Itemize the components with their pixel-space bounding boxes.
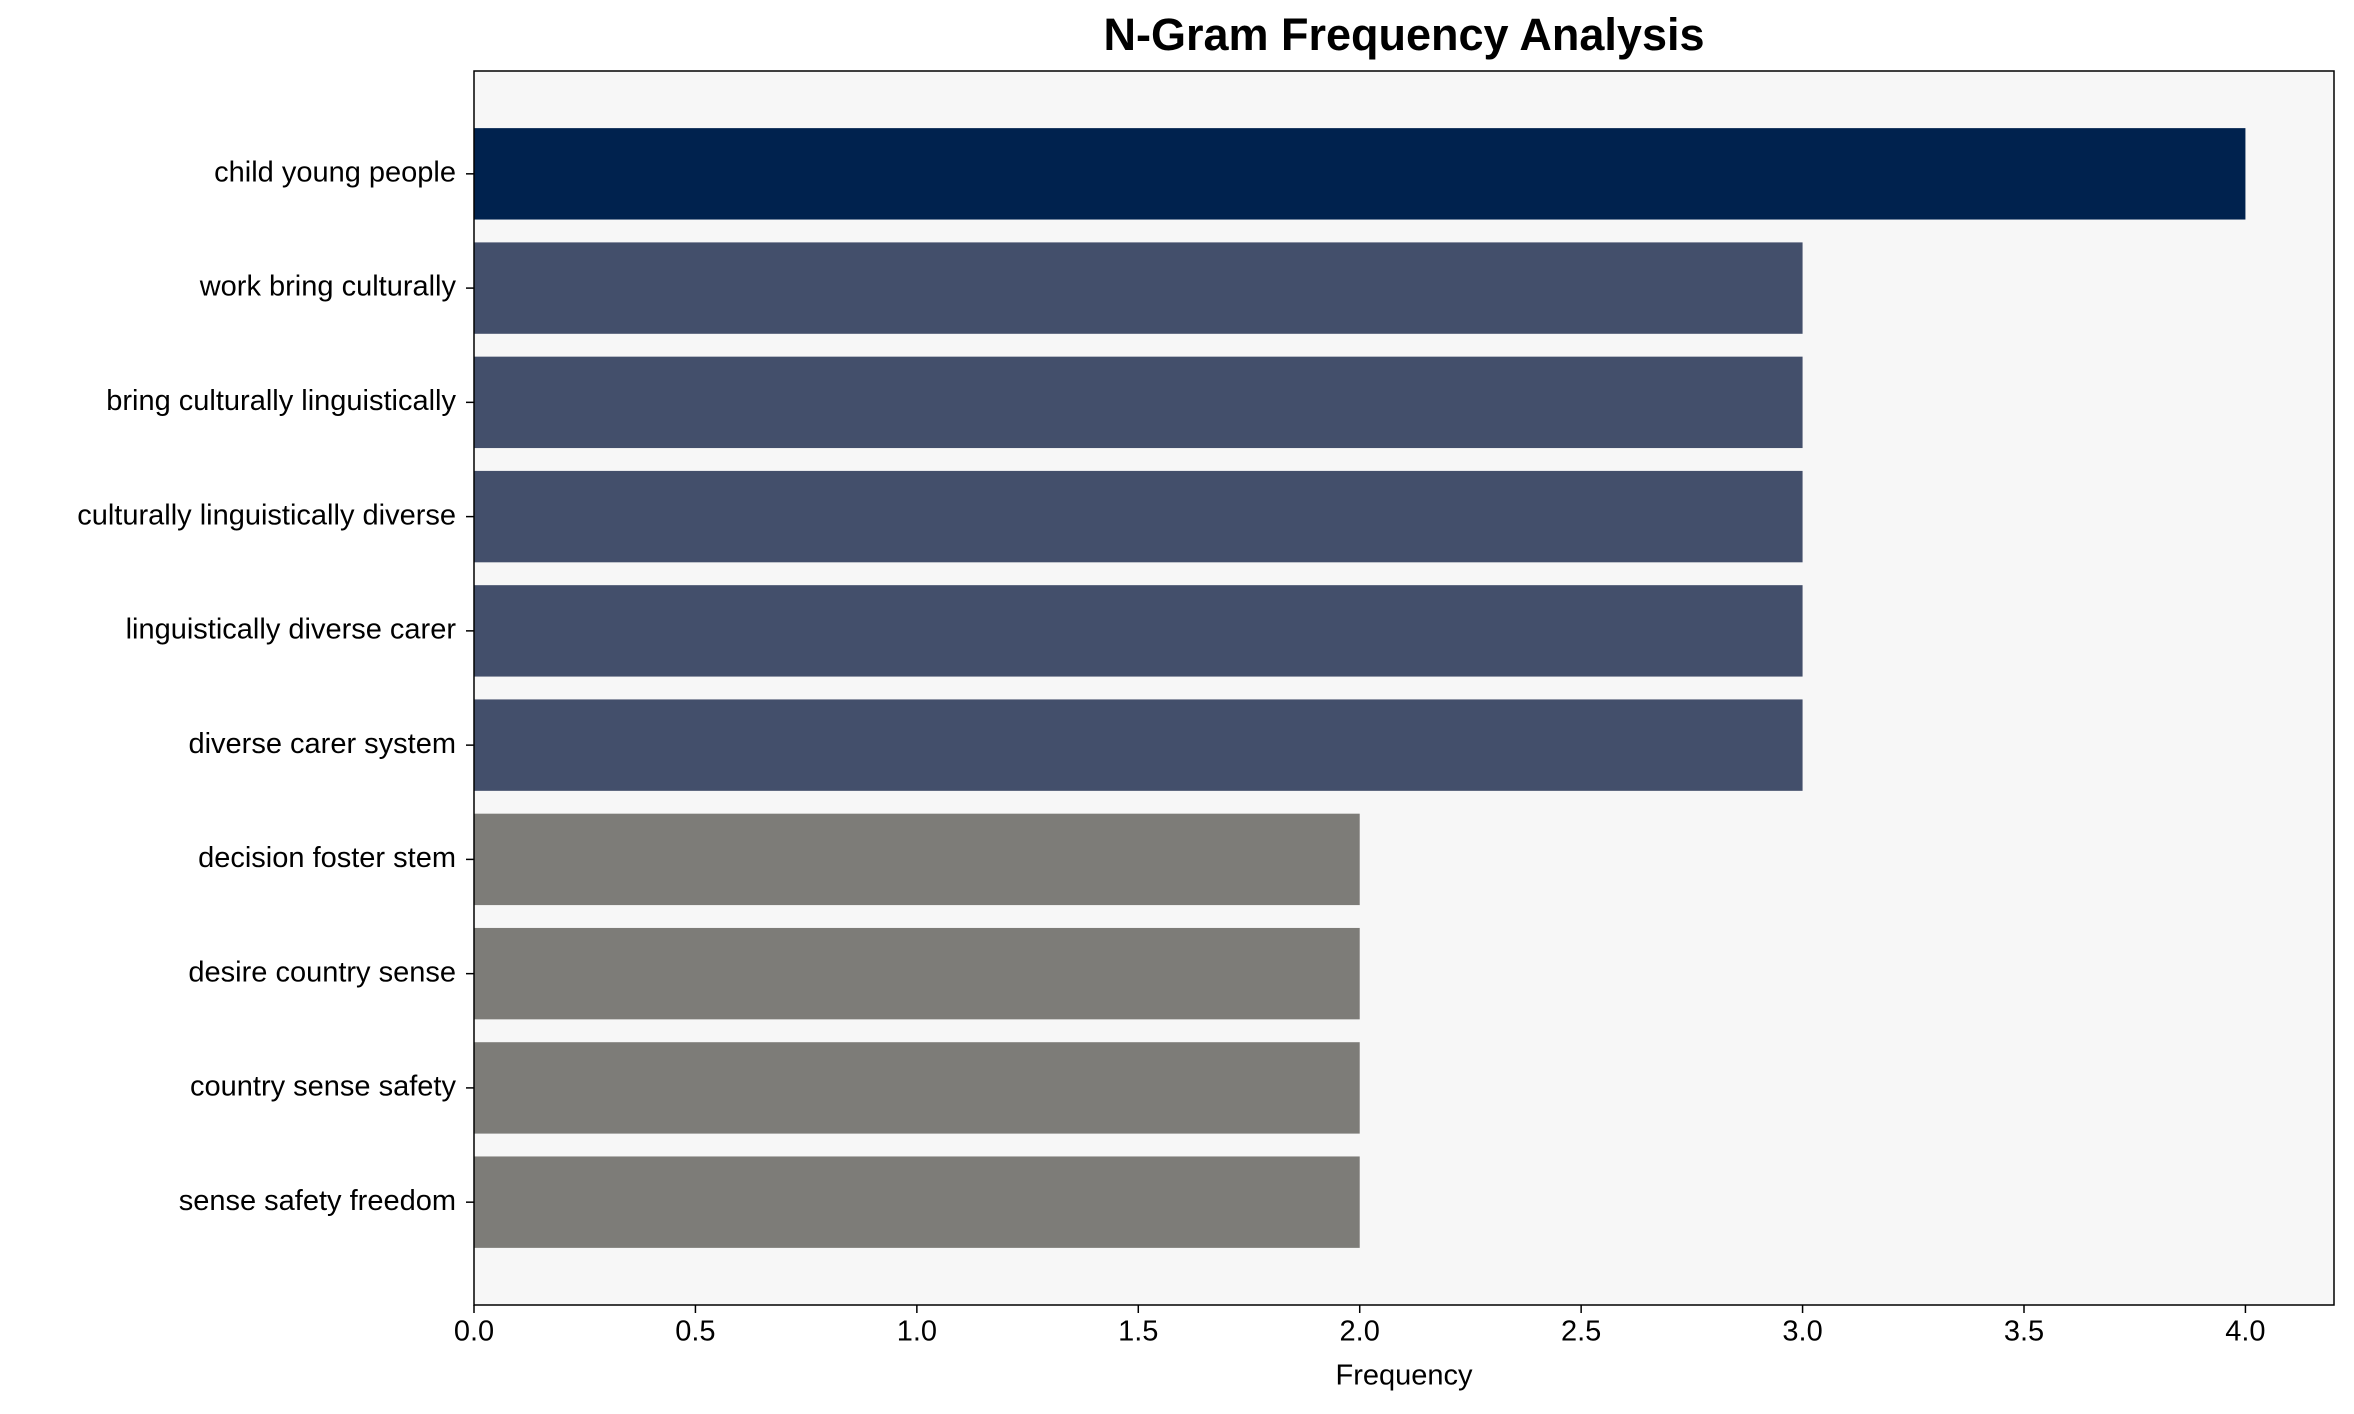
x-tick-label: 2.5 (1561, 1316, 1601, 1348)
x-tick-label: 0.5 (675, 1316, 715, 1348)
x-axis-label: Frequency (1335, 1360, 1473, 1392)
x-tick-label: 1.0 (897, 1316, 937, 1348)
y-tick-label: linguistically diverse carer (126, 614, 457, 646)
x-tick-label: 0.0 (454, 1316, 494, 1348)
y-tick-label: sense safety freedom (179, 1185, 456, 1217)
bar (474, 813, 1360, 906)
x-tick-label: 4.0 (2225, 1316, 2265, 1348)
bar (474, 585, 1803, 677)
plot-frame (473, 70, 2335, 1306)
x-tick-label: 3.5 (2004, 1316, 2044, 1348)
bar (474, 356, 1803, 449)
y-tick-label: culturally linguistically diverse (77, 499, 456, 531)
bar (474, 699, 1803, 791)
y-tick-label: work bring culturally (199, 271, 457, 303)
x-tick-label: 3.0 (1782, 1316, 1822, 1348)
y-tick-label: bring culturally linguistically (106, 385, 456, 417)
x-tick-label: 1.5 (1118, 1316, 1158, 1348)
y-tick-label: desire country sense (188, 956, 456, 988)
y-tick-label: decision foster stem (198, 842, 456, 874)
y-tick-label: child young people (214, 156, 456, 188)
bar (474, 927, 1360, 1020)
x-tick-label: 2.0 (1340, 1316, 1380, 1348)
bar (474, 242, 1803, 334)
bar (474, 128, 2246, 220)
bar (474, 1042, 1360, 1134)
bar (474, 1156, 1360, 1248)
chart-title: N-Gram Frequency Analysis (1103, 9, 1704, 60)
y-tick-label: country sense safety (190, 1071, 456, 1103)
y-tick-label: diverse carer system (188, 728, 456, 760)
bar (474, 470, 1803, 563)
